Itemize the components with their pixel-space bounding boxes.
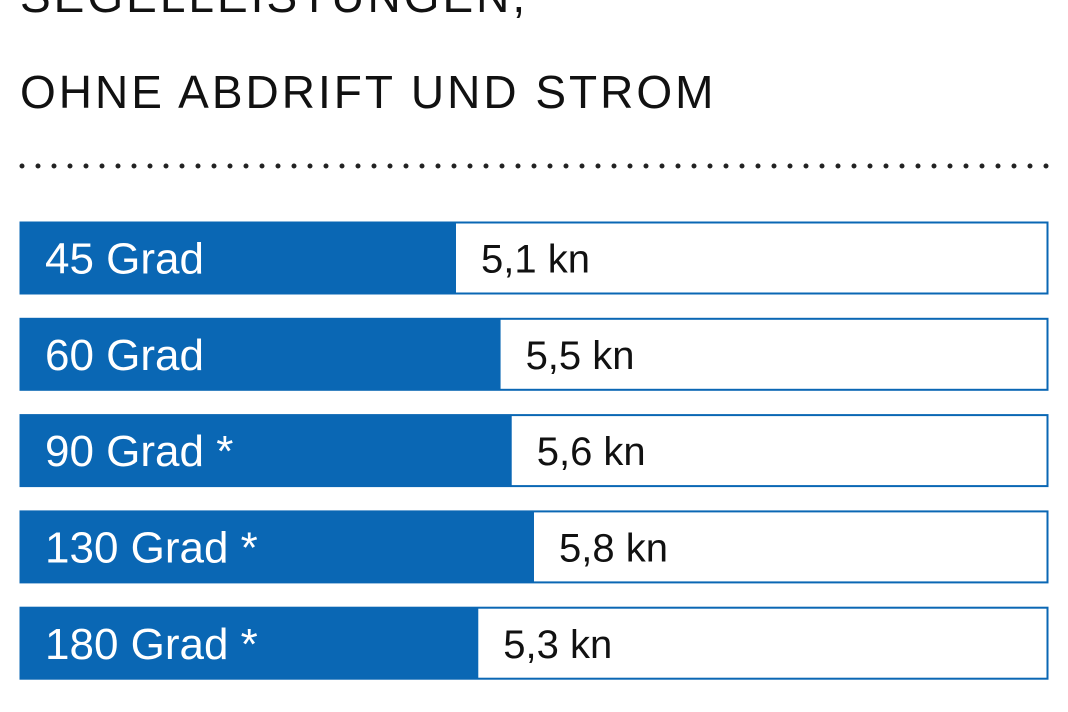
category-label: 60 Grad (45, 331, 204, 380)
category-label: 130 Grad * (45, 524, 258, 573)
bar (20, 607, 479, 680)
category-label: 90 Grad * (45, 427, 233, 476)
chart-title: SEGELLEISTUNGEN, (20, 0, 528, 22)
category-label: 180 Grad * (45, 620, 258, 669)
bar (20, 414, 512, 487)
value-label: 5,8 kn (559, 526, 668, 570)
bar (20, 318, 501, 391)
value-label: 5,5 kn (526, 334, 635, 378)
value-label: 5,6 kn (537, 430, 646, 474)
chart-title: OHNE ABDRIFT UND STROM (20, 66, 716, 118)
category-label: 45 Grad (45, 235, 204, 284)
value-label: 5,1 kn (481, 238, 590, 282)
bar (20, 222, 456, 294)
bar (20, 510, 534, 583)
value-label: 5,3 kn (503, 623, 612, 667)
